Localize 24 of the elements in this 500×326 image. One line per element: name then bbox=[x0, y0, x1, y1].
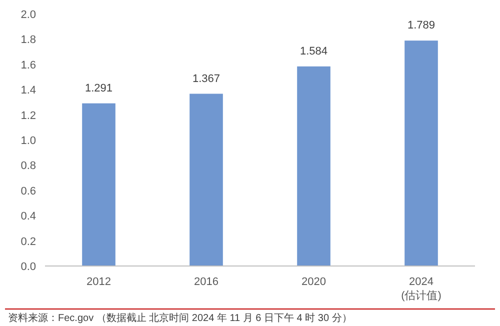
x-tick-label: 2024 (估计值) bbox=[401, 276, 442, 302]
y-tick-label: 1.2 bbox=[20, 110, 36, 122]
bar bbox=[297, 66, 330, 266]
data-label: 1.789 bbox=[407, 20, 436, 32]
bar bbox=[190, 94, 223, 266]
text: 资料来源：Fec.gov （数据截止 北京时间 2024 年 11 月 6 日下午 4 时 30 分） bbox=[8, 312, 352, 324]
y-tick-label: 1.8 bbox=[20, 34, 36, 46]
bar bbox=[404, 40, 438, 266]
data-label: 1.291 bbox=[84, 82, 113, 94]
y-tick-label: 0.2 bbox=[20, 236, 36, 248]
data-label: 1.367 bbox=[192, 72, 220, 85]
y-tick-label: 2.0 bbox=[20, 9, 36, 21]
y-tick-label: 1.4 bbox=[20, 84, 36, 97]
data-label: 1.584 bbox=[300, 45, 328, 58]
x-tick-label: 2020 bbox=[302, 276, 326, 288]
y-tick-label: 0.4 bbox=[20, 210, 36, 223]
y-tick-label: 1.6 bbox=[20, 59, 36, 72]
y-tick-label: 0.0 bbox=[20, 261, 36, 273]
y-tick-label: 1.0 bbox=[20, 135, 36, 147]
bar bbox=[82, 103, 116, 266]
x-tick-label: 2012 bbox=[86, 276, 111, 288]
y-tick-label: 0.6 bbox=[20, 185, 36, 198]
x-tick-label: 2016 bbox=[194, 276, 218, 288]
y-tick-label: 0.8 bbox=[20, 160, 36, 172]
